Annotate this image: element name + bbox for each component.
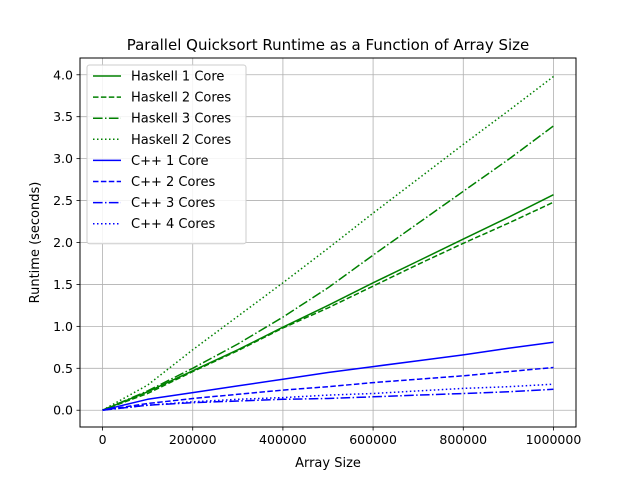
x-tick-label: 200000: [169, 432, 217, 447]
y-tick-label: 0.5: [53, 361, 73, 376]
x-tick-label: 600000: [349, 432, 397, 447]
series-line-1: [102, 201, 554, 411]
x-tick-label: 1000000: [526, 432, 582, 447]
y-tick-label: 2.0: [53, 235, 73, 250]
legend-box: [86, 64, 247, 245]
x-axis-label: Array Size: [295, 456, 361, 471]
y-tick-label: 0.0: [53, 403, 73, 418]
grid: [80, 58, 576, 427]
legend-label: Haskell 2 Cores: [131, 91, 231, 106]
series-group: [102, 75, 554, 411]
legend-label: C++ 4 Cores: [131, 217, 215, 232]
x-tick-label: 400000: [259, 432, 307, 447]
series-line-7: [102, 383, 554, 411]
y-tick-label: 3.0: [53, 151, 73, 166]
legend-label: Haskell 3 Cores: [131, 112, 231, 127]
y-tick-label: 4.0: [53, 67, 73, 82]
y-tick-label: 2.5: [53, 193, 73, 208]
chart-title: Parallel Quicksort Runtime as a Function…: [127, 36, 530, 54]
series-line-4: [102, 341, 554, 411]
legend-label: C++ 2 Cores: [131, 175, 215, 190]
legend-label: Haskell 2 Cores: [131, 133, 231, 148]
series-line-6: [102, 388, 554, 411]
y-axis-label: Runtime (seconds): [28, 182, 43, 304]
y-tick-label: 1.5: [53, 277, 73, 292]
legend: Haskell 1 Core Haskell 2 Cores Haskell 3 C…: [86, 64, 247, 245]
legend-label: C++ 1 Core: [131, 154, 209, 169]
y-tick-label: 1.0: [53, 319, 73, 334]
x-tick-label: 800000: [439, 432, 487, 447]
series-line-5: [102, 366, 554, 411]
legend-label: C++ 3 Cores: [131, 196, 215, 211]
series-line-2: [102, 125, 554, 411]
ticks: 0 200000 400000 600000 800000 1000000 0.0 0.5 1.…: [53, 67, 581, 447]
y-tick-label: 3.5: [53, 109, 73, 124]
series-line-0: [102, 194, 554, 411]
legend-label: Haskell 1 Core: [131, 70, 224, 85]
x-tick-label: 0: [99, 432, 107, 447]
